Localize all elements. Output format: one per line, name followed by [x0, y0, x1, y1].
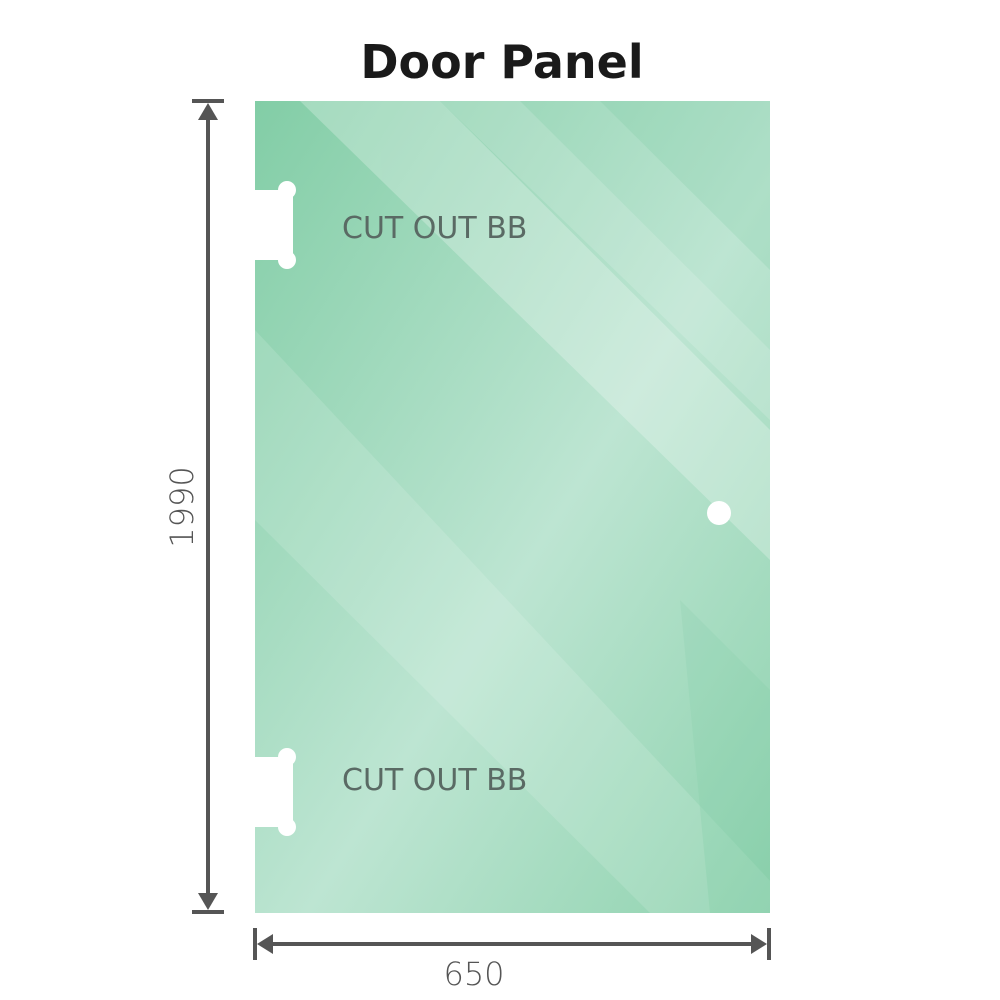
glass-reflections — [255, 101, 770, 913]
cutout-label-bottom: CUT OUT BB — [342, 763, 527, 798]
cutout-label-top: CUT OUT BB — [342, 211, 527, 246]
width-dimension-line — [253, 928, 771, 960]
cutout-top — [250, 181, 296, 269]
height-label: 1990 — [163, 466, 201, 547]
diagram-title: Door Panel — [360, 35, 643, 89]
handle-hole — [707, 501, 731, 525]
glass-panel: CUT OUT BB CUT OUT BB — [250, 101, 770, 913]
cutout-bottom — [250, 748, 296, 836]
width-label: 650 — [443, 955, 504, 993]
height-dimension-line — [192, 99, 224, 914]
